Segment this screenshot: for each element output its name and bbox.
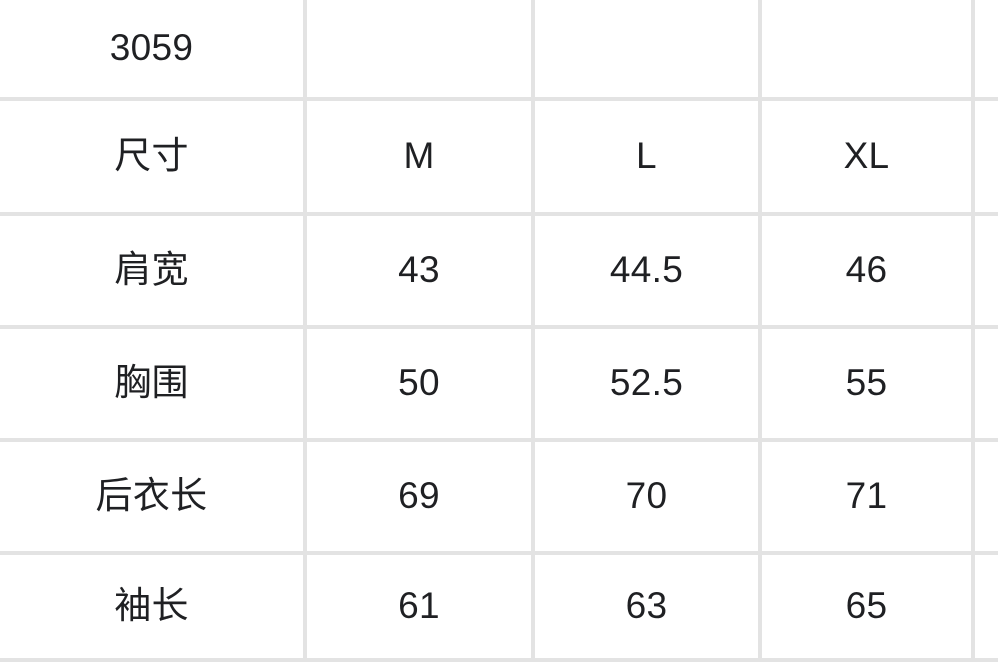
size-header-cell-l: L bbox=[533, 99, 762, 216]
measure-value-chest-circumference-l: 52.5 bbox=[533, 327, 762, 442]
table-row-model-number: 3059 bbox=[0, 0, 998, 101]
measure-value-sleeve-length-xl: 65 bbox=[760, 553, 975, 662]
measure-value-shoulder-width-l: 44.5 bbox=[533, 214, 762, 329]
size-header-label-cell: 尺寸 bbox=[0, 99, 307, 216]
model-row-empty-cell-m bbox=[305, 0, 535, 101]
measure-label-chest-circumference: 胸围 bbox=[0, 327, 307, 442]
model-number-cell: 3059 bbox=[0, 0, 307, 101]
table-row-sleeve-length: 袖长 61 63 65 bbox=[0, 553, 998, 662]
table-row-size-header: 尺寸 M L XL bbox=[0, 99, 998, 216]
measure-value-back-length-xl: 71 bbox=[760, 440, 975, 555]
measure-value-back-length-l: 70 bbox=[533, 440, 762, 555]
chest-circumference-overflow-cell bbox=[973, 327, 998, 442]
model-row-empty-cell-xl bbox=[760, 0, 975, 101]
measure-value-sleeve-length-l: 63 bbox=[533, 553, 762, 662]
measure-value-shoulder-width-xl: 46 bbox=[760, 214, 975, 329]
measure-value-sleeve-length-m: 61 bbox=[305, 553, 535, 662]
measure-value-back-length-m: 69 bbox=[305, 440, 535, 555]
size-header-cell-m: M bbox=[305, 99, 535, 216]
measure-label-shoulder-width: 肩宽 bbox=[0, 214, 307, 329]
sleeve-length-overflow-cell bbox=[973, 553, 998, 662]
measure-label-sleeve-length: 袖长 bbox=[0, 553, 307, 662]
table-row-shoulder-width: 肩宽 43 44.5 46 bbox=[0, 214, 998, 329]
size-header-overflow-cell bbox=[973, 99, 998, 216]
measure-value-chest-circumference-xl: 55 bbox=[760, 327, 975, 442]
model-row-overflow-cell bbox=[973, 0, 998, 101]
model-row-empty-cell-l bbox=[533, 0, 762, 101]
measure-label-back-length: 后衣长 bbox=[0, 440, 307, 555]
measure-value-shoulder-width-m: 43 bbox=[305, 214, 535, 329]
table-row-chest-circumference: 胸围 50 52.5 55 bbox=[0, 327, 998, 442]
measure-value-chest-circumference-m: 50 bbox=[305, 327, 535, 442]
shoulder-width-overflow-cell bbox=[973, 214, 998, 329]
table-row-back-length: 后衣长 69 70 71 bbox=[0, 440, 998, 555]
size-header-cell-xl: XL bbox=[760, 99, 975, 216]
back-length-overflow-cell bbox=[973, 440, 998, 555]
